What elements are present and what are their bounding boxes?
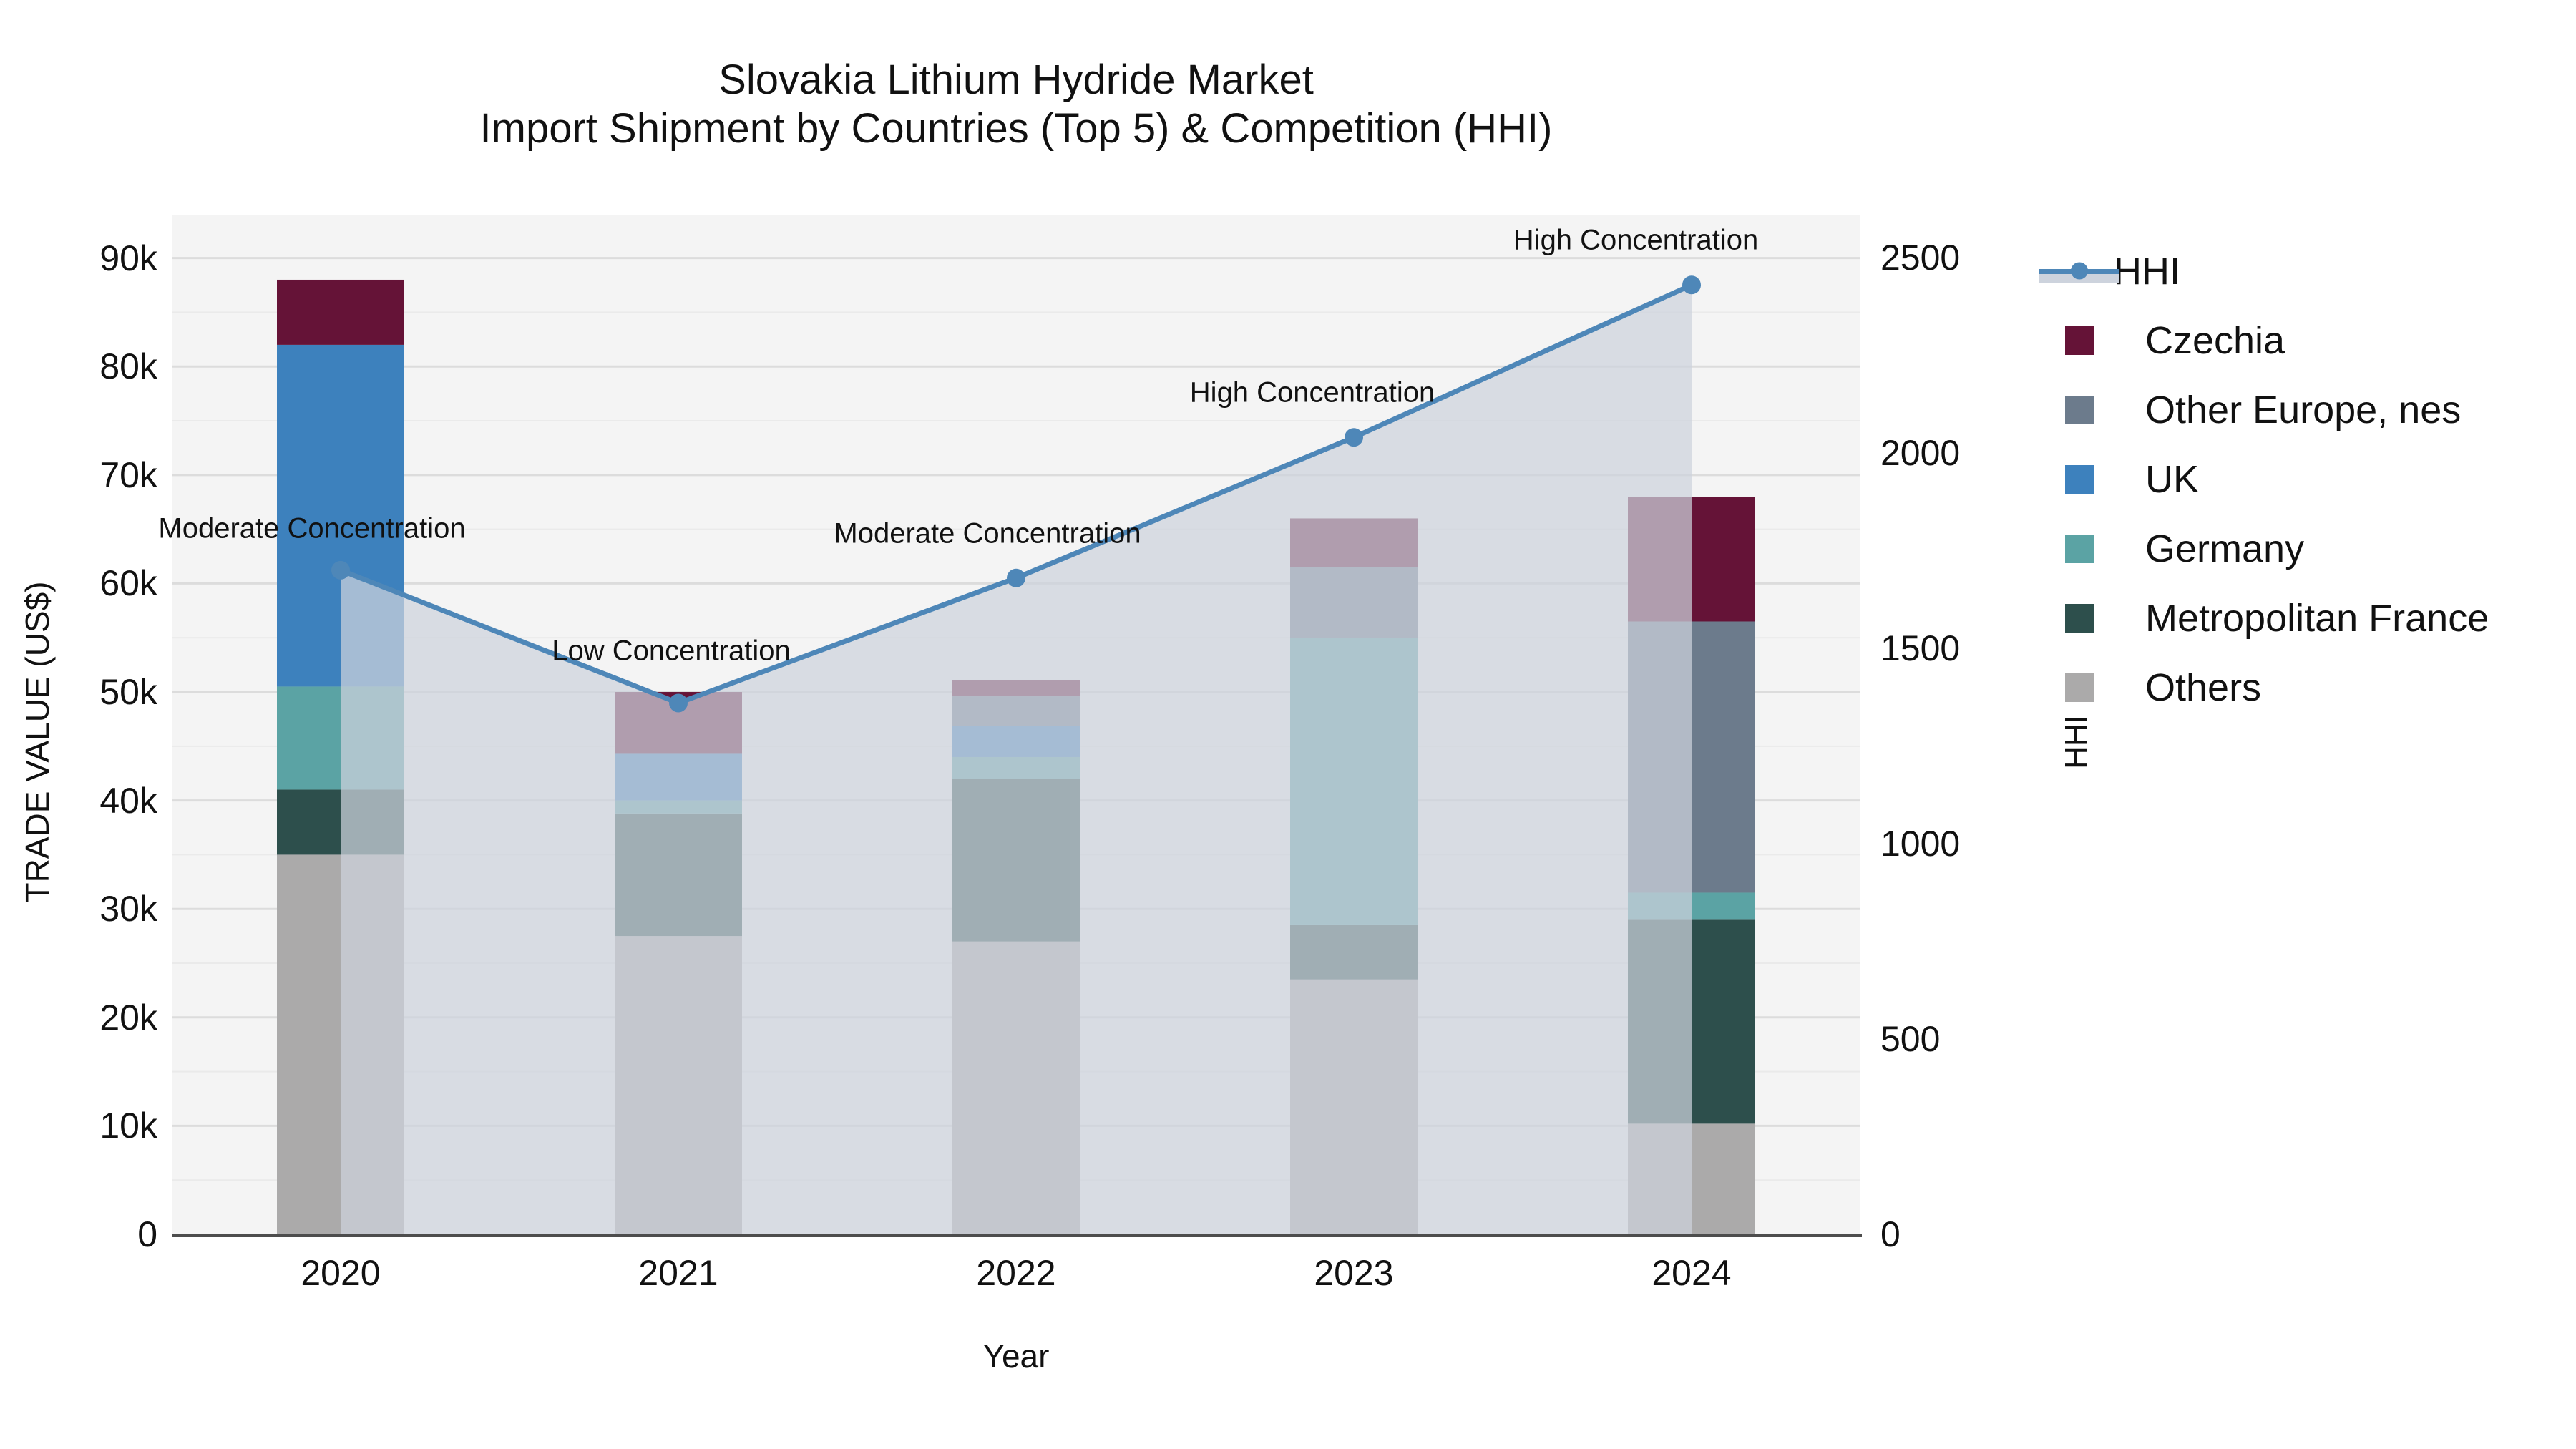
legend-color-swatch <box>2065 395 2094 424</box>
x-axis-tick-label: 2022 <box>976 1253 1056 1293</box>
hhi-data-point[interactable] <box>331 560 350 580</box>
legend-color-swatch <box>2065 534 2094 563</box>
x-axis-tick-label: 2020 <box>301 1253 381 1293</box>
legend-item-label: UK <box>2145 457 2200 501</box>
legend-item-label: Others <box>2145 665 2262 709</box>
legend-item-label: Germany <box>2145 527 2305 570</box>
y-axis-left-tick-label: 20k <box>99 997 157 1038</box>
legend-color-swatch <box>2065 673 2094 702</box>
y-axis-left-ticks: 0 10k 20k 30k 40k 50k 60k 70k 80k 90k <box>7 0 157 1449</box>
y-axis-left-tick-label: 80k <box>99 346 157 387</box>
x-axis-tick-label: 2023 <box>1314 1253 1394 1293</box>
y-axis-right-tick-label: 1500 <box>1880 628 1961 669</box>
y-axis-left-tick-label: 70k <box>99 454 157 495</box>
y-axis-left-tick-label: 40k <box>99 780 157 821</box>
legend-color-swatch <box>2065 464 2094 494</box>
legend-item[interactable]: Metropolitan France <box>2039 583 2489 653</box>
legend-color-swatch <box>2065 603 2094 633</box>
y-axis-right-ticks: 0 500 1000 1500 2000 2500 <box>1880 0 2052 1449</box>
x-axis-label: Year <box>982 1337 1050 1375</box>
legend-line-swatch <box>2039 257 2119 286</box>
legend-item[interactable]: Other Europe, nes <box>2039 375 2489 444</box>
legend-item[interactable]: Czechia <box>2039 306 2489 375</box>
y-axis-right-tick-label: 0 <box>1880 1214 1901 1254</box>
bar-segment[interactable] <box>277 279 404 345</box>
y-axis-left-tick-label: 50k <box>99 672 157 713</box>
legend-item[interactable]: Germany <box>2039 514 2489 583</box>
legend-line-marker <box>2071 262 2088 280</box>
legend-item-label: Czechia <box>2145 318 2285 362</box>
chart-title-line-2: Import Shipment by Countries (Top 5) & C… <box>479 105 1553 152</box>
hhi-data-point[interactable] <box>1682 275 1701 295</box>
x-axis-tick-label: 2021 <box>638 1253 718 1293</box>
legend-item-label: HHI <box>2114 249 2180 293</box>
y-axis-left-tick-label: 30k <box>99 889 157 930</box>
legend-item[interactable]: UK <box>2039 444 2489 514</box>
y-axis-left-label: TRADE VALUE (US$) <box>19 581 56 903</box>
legend-item[interactable]: Others <box>2039 653 2489 722</box>
legend-item-label: Metropolitan France <box>2145 596 2489 640</box>
y-axis-left-tick-label: 10k <box>99 1106 157 1146</box>
legend: HHI Czechia Other Europe, nes UK Germany Metr… <box>2039 236 2489 722</box>
y-axis-left-tick-label: 90k <box>99 238 157 278</box>
x-axis-line <box>172 1234 1862 1237</box>
legend-item[interactable]: HHI <box>2039 236 2489 306</box>
hhi-data-point[interactable] <box>1007 568 1025 587</box>
hhi-area-fill <box>341 285 1692 1234</box>
x-axis-tick-label: 2024 <box>1652 1253 1732 1293</box>
y-axis-left-tick-label: 60k <box>99 563 157 604</box>
y-axis-right-tick-label: 2000 <box>1880 433 1961 474</box>
legend-color-swatch <box>2065 326 2094 355</box>
plot-area <box>172 215 1860 1234</box>
chart-title: Slovakia Lithium Hydride Market Import S… <box>0 56 2032 154</box>
y-axis-right-tick-label: 1000 <box>1880 824 1961 864</box>
legend-item-label: Other Europe, nes <box>2145 388 2462 431</box>
hhi-data-point[interactable] <box>1345 428 1363 447</box>
y-axis-right-tick-label: 2500 <box>1880 238 1961 278</box>
y-axis-left-tick-label: 0 <box>137 1214 157 1254</box>
plot-canvas <box>172 257 1860 1234</box>
hhi-data-point[interactable] <box>669 693 688 713</box>
y-axis-right-tick-label: 500 <box>1880 1019 1941 1059</box>
chart-title-line-1: Slovakia Lithium Hydride Market <box>718 57 1314 103</box>
